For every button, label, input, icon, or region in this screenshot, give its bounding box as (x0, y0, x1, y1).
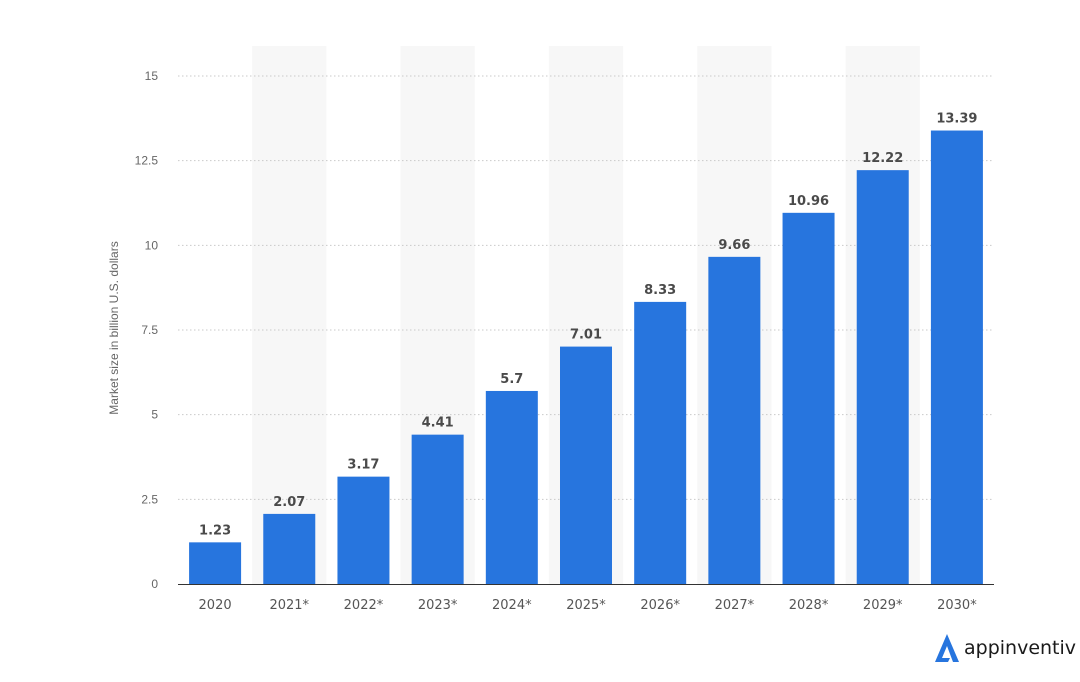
x-tick-label: 2021* (269, 598, 309, 613)
bar (708, 256, 761, 584)
x-tick-label: 2025* (566, 598, 606, 613)
x-tick-label: 2023* (418, 598, 458, 613)
bar (411, 434, 464, 584)
y-tick-label: 7.5 (141, 323, 158, 337)
brand-name: appinventiv (964, 637, 1077, 659)
y-tick-label: 2.5 (141, 492, 158, 506)
y-tick-label: 15 (145, 69, 159, 83)
background-band (252, 46, 327, 584)
y-tick-label: 10 (145, 238, 159, 252)
x-tick-label: 2029* (863, 598, 903, 613)
data-label: 1.23 (199, 523, 231, 538)
bar (189, 542, 242, 584)
x-tick-label: 2024* (492, 598, 532, 613)
data-label: 12.22 (862, 151, 903, 166)
bar (560, 346, 612, 584)
bar (782, 212, 835, 584)
data-label: 5.7 (500, 372, 523, 387)
y-tick-label: 5 (151, 408, 158, 422)
appinventiv-logo-icon (934, 633, 960, 663)
bar (337, 476, 390, 584)
data-label: 13.39 (936, 112, 977, 127)
bar (634, 301, 687, 584)
x-tick-label: 2026* (640, 598, 680, 613)
x-tick-label: 2030* (937, 598, 977, 613)
x-tick-label: 2028* (789, 598, 829, 613)
x-tick-label: 2027* (715, 598, 755, 613)
y-axis-ticks: 0 2.5 5 7.5 10 12.5 15 (135, 69, 159, 591)
y-tick-label: 0 (151, 577, 158, 591)
y-axis-label: Market size in billion U.S. dollars (107, 241, 121, 414)
brand-logo: appinventiv (934, 632, 1076, 664)
data-label: 8.33 (644, 283, 676, 298)
bar (856, 170, 909, 584)
data-label: 4.41 (422, 416, 454, 431)
x-tick-label: 2020 (199, 598, 232, 613)
data-label: 2.07 (273, 495, 305, 510)
y-tick-label: 12.5 (135, 154, 159, 168)
bar (930, 130, 983, 584)
x-axis-ticks: 2020 2021* 2022* 2023* 2024* 2025* 2026* 2027* 2… (199, 598, 978, 613)
bar (485, 390, 538, 584)
data-label: 10.96 (788, 194, 829, 209)
data-label: 3.17 (347, 458, 379, 473)
value-labels: 1.23 2.07 3.17 4.41 5.7 7.01 8.33 9.66 10.96 12.2… (199, 112, 977, 539)
bar (263, 513, 316, 584)
bars (189, 130, 983, 584)
data-label: 9.66 (718, 238, 750, 253)
data-label: 7.01 (570, 328, 602, 343)
x-tick-label: 2022* (344, 598, 384, 613)
